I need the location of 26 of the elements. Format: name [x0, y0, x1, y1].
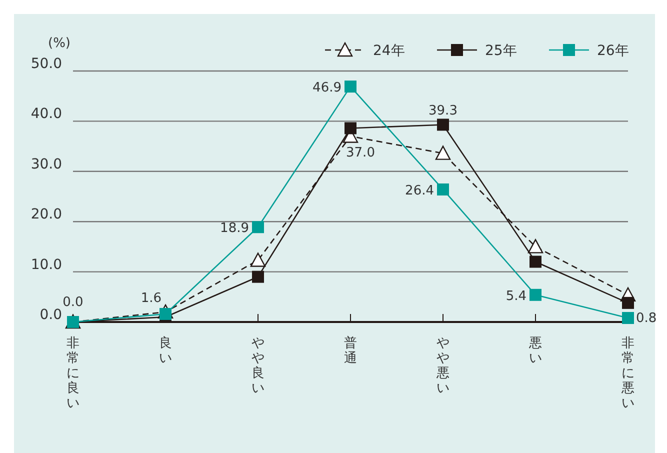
- legend-label: 26年: [597, 43, 629, 59]
- data-label: 0.0: [62, 295, 84, 310]
- data-label: 39.3: [428, 104, 458, 119]
- data-label: 0.8: [636, 310, 657, 326]
- data-label: 1.6: [140, 290, 162, 306]
- x-tick-label: 普通: [344, 335, 357, 366]
- y-tick-label: 50.0: [30, 56, 62, 72]
- data-label: 46.9: [312, 80, 342, 96]
- legend-label: 25年: [485, 43, 517, 59]
- data-label: 18.9: [220, 221, 249, 236]
- y-tick-label: 0.0: [40, 307, 62, 323]
- y-axis-title: (%): [48, 36, 70, 51]
- data-label: 37.0: [346, 145, 375, 160]
- x-tick-label: 非常に悪い: [620, 336, 634, 411]
- data-label: 5.4: [506, 288, 526, 304]
- x-tick-label: 悪い: [528, 336, 542, 366]
- x-tick-label: やや悪い: [436, 336, 450, 396]
- y-tick-label: 30.0: [30, 156, 62, 172]
- y-tick-label: 40.0: [30, 106, 62, 122]
- x-tick-label: 良い: [159, 336, 172, 366]
- data-label: 26.4: [405, 183, 434, 198]
- y-tick-label: 10.0: [30, 256, 62, 273]
- legend-label: 24年: [373, 43, 405, 59]
- x-tick-label: やや良い: [252, 336, 264, 396]
- x-tick-label: 非常に良い: [66, 336, 80, 411]
- y-tick-label: 20.0: [30, 206, 62, 223]
